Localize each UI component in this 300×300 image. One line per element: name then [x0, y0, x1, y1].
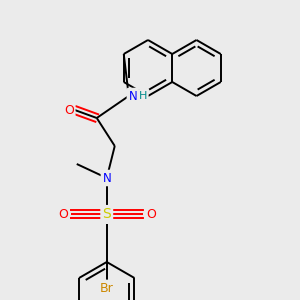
Text: N: N: [128, 89, 137, 103]
Text: S: S: [102, 207, 111, 221]
Text: N: N: [102, 172, 111, 184]
Text: O: O: [58, 208, 68, 220]
Text: H: H: [139, 91, 147, 101]
Text: O: O: [64, 103, 74, 116]
Text: O: O: [146, 208, 156, 220]
Text: Br: Br: [100, 281, 114, 295]
